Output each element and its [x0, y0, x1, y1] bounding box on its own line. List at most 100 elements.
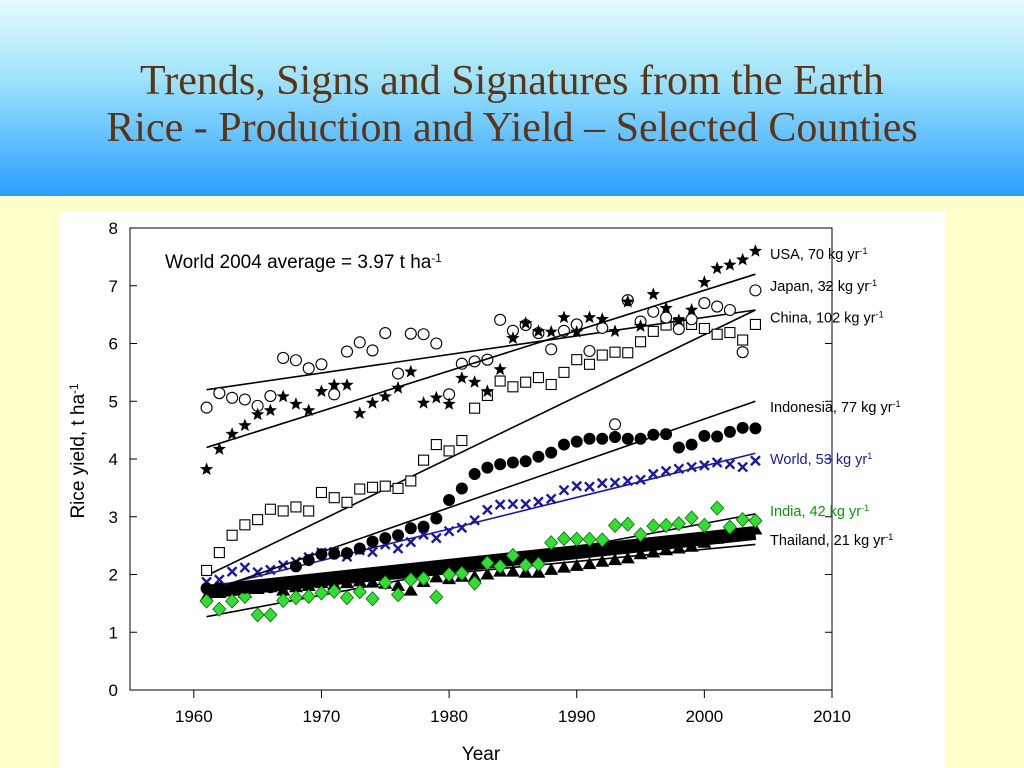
thailand-point — [684, 539, 699, 552]
world-point — [507, 498, 519, 510]
indonesia-point — [353, 542, 366, 555]
india-point — [620, 516, 635, 532]
indonesia-point — [443, 494, 456, 507]
japan-point — [340, 345, 354, 358]
usa-point — [327, 378, 341, 391]
indonesia-point — [596, 432, 609, 445]
japan-point — [353, 336, 366, 349]
usa-point — [416, 395, 431, 409]
japan-point — [711, 300, 724, 313]
japan-point — [660, 311, 673, 324]
indonesia-point — [749, 422, 762, 435]
usa-point — [595, 312, 609, 325]
thailand-point — [633, 547, 648, 560]
usa-point — [212, 442, 226, 455]
indonesia-point — [302, 554, 315, 567]
japan-point — [226, 391, 239, 404]
japan-point — [430, 337, 443, 350]
usa-point — [748, 244, 763, 257]
usa-point — [340, 378, 354, 391]
series-japan — [200, 284, 762, 431]
indonesia-point — [200, 582, 213, 595]
india-point — [237, 588, 252, 605]
indonesia-point — [481, 461, 494, 474]
usa-point — [531, 324, 546, 338]
china-point — [469, 402, 481, 414]
china-point — [430, 439, 442, 451]
y-tick-label: 6 — [109, 335, 118, 354]
china-point — [354, 483, 366, 495]
china-point — [392, 482, 404, 495]
thailand-point — [391, 579, 406, 592]
usa-point — [621, 294, 635, 308]
world-point — [635, 474, 646, 486]
thailand-point — [710, 531, 725, 544]
japan-point — [379, 327, 392, 340]
japan-point — [736, 346, 749, 359]
indonesia-point — [468, 468, 481, 481]
usa-point — [544, 324, 558, 338]
china-point — [520, 376, 532, 388]
china-point — [558, 366, 570, 378]
india-point — [531, 556, 546, 572]
thailand-point — [531, 565, 546, 578]
indonesia-point — [711, 430, 724, 443]
usa-point — [302, 403, 316, 417]
world-label: World, 53 kg yr1 — [770, 451, 872, 468]
china-point — [583, 358, 596, 370]
china-point — [341, 496, 353, 508]
india-point — [684, 510, 699, 526]
y-tick-label: 4 — [109, 450, 118, 469]
usa-point — [263, 403, 278, 417]
world-point — [533, 496, 544, 508]
y-tick-label: 5 — [109, 392, 118, 411]
thailand-point — [505, 564, 520, 577]
world-point — [622, 475, 634, 487]
japan-point — [404, 327, 417, 340]
series-indonesia — [200, 400, 762, 595]
china-point — [405, 475, 417, 487]
series-usa — [199, 244, 763, 476]
japan-point — [685, 313, 698, 326]
china-point — [647, 325, 659, 337]
india-point — [442, 566, 457, 583]
india-point — [352, 584, 367, 600]
plot-frame — [129, 227, 833, 691]
indonesia-point — [328, 547, 341, 560]
world-point — [226, 566, 238, 577]
india-label: India, 42 kg yr-1 — [770, 503, 869, 520]
usa-point — [684, 303, 699, 316]
china-point — [213, 547, 225, 559]
slide-title: Trends, Signs and Signatures from the Ea… — [0, 58, 1024, 152]
indonesia-point — [392, 529, 405, 542]
china-point — [545, 378, 557, 391]
x-tick-label: 1980 — [430, 707, 468, 726]
thailand-point — [659, 543, 674, 556]
world-point — [430, 532, 442, 544]
japan-point — [723, 303, 736, 317]
usa-point — [736, 252, 750, 266]
usa-point — [353, 406, 367, 420]
thailand-point — [735, 527, 750, 540]
india-point — [263, 607, 278, 623]
world-point — [469, 514, 480, 526]
indonesia-point — [340, 547, 353, 560]
india-point — [199, 593, 214, 609]
usa-point — [391, 380, 405, 394]
world-average-annotation: World 2004 average = 3.97 t ha-1 — [165, 252, 442, 274]
china-point — [622, 347, 634, 359]
india-point — [480, 555, 495, 571]
china-point — [277, 505, 289, 517]
indonesia-point — [417, 520, 430, 533]
india-point — [250, 607, 265, 623]
usa-point — [289, 397, 303, 410]
series-china — [201, 309, 761, 577]
indonesia-point — [647, 428, 660, 441]
indonesia-point — [379, 532, 392, 545]
thailand-point — [620, 551, 635, 564]
china-point — [303, 505, 315, 517]
india-point — [225, 593, 240, 609]
india-point — [327, 583, 342, 599]
usa-point — [480, 384, 495, 398]
india-point — [301, 588, 316, 605]
